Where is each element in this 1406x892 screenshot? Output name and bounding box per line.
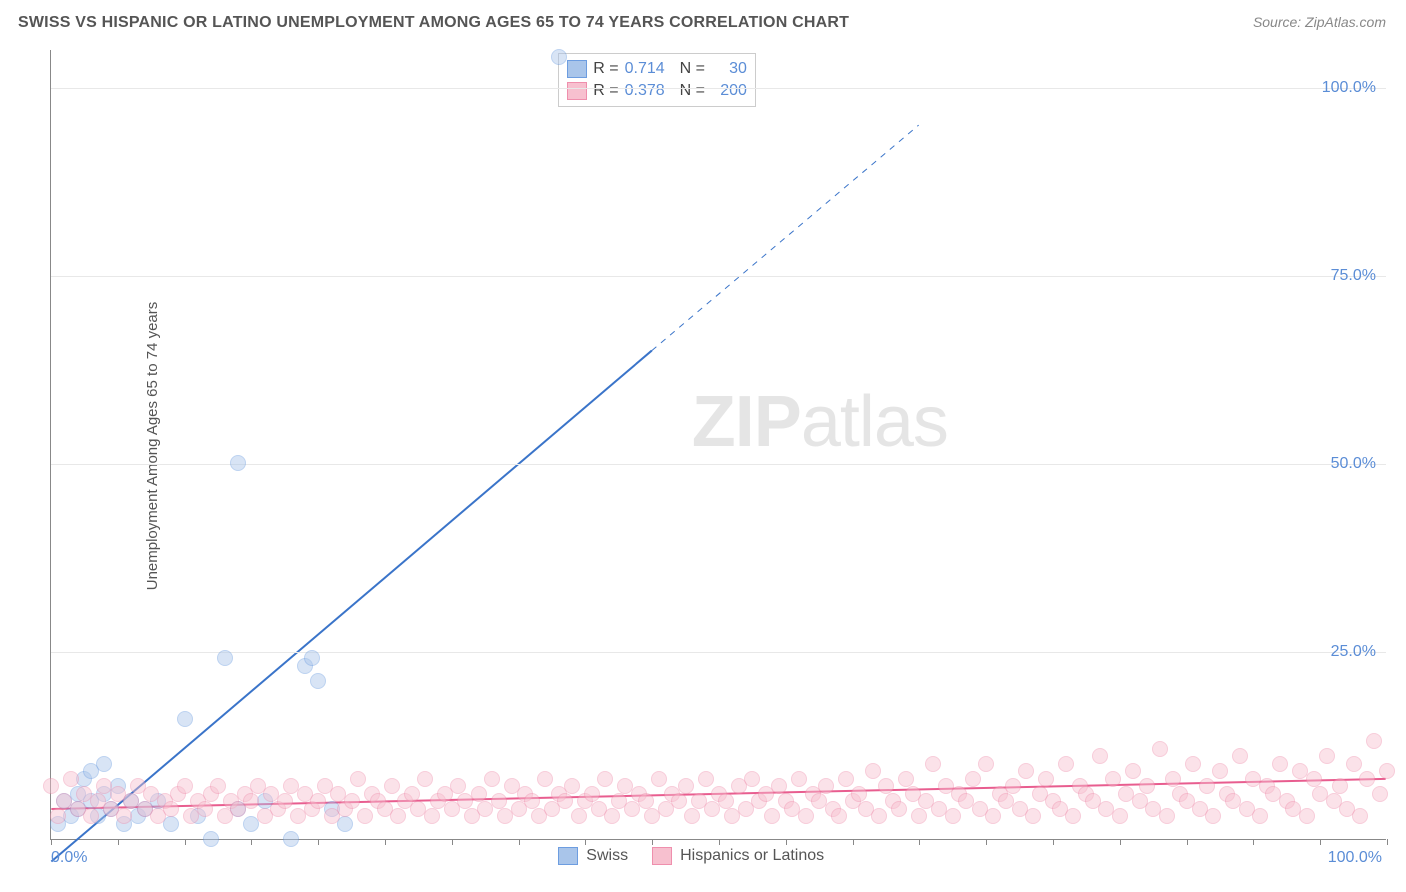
x-tick (519, 839, 520, 845)
x-tick (51, 839, 52, 845)
y-tick-label: 25.0% (1331, 643, 1376, 661)
correlation-legend: R = 0.714 N = 30R = 0.378 N = 200 (558, 53, 756, 107)
x-tick (185, 839, 186, 845)
gridline (51, 276, 1386, 277)
x-tick (118, 839, 119, 845)
gridline (51, 464, 1386, 465)
series-legend: Swiss Hispanics or Latinos (558, 847, 824, 865)
chart-title: SWISS VS HISPANIC OR LATINO UNEMPLOYMENT… (18, 14, 849, 32)
y-tick-label: 75.0% (1331, 267, 1376, 285)
legend-swatch (558, 847, 578, 865)
x-tick (251, 839, 252, 845)
x-tick (1320, 839, 1321, 845)
legend-row: R = 0.714 N = 30 (567, 58, 747, 80)
x-tick (652, 839, 653, 845)
x-tick (1053, 839, 1054, 845)
legend-label: Swiss (586, 847, 628, 865)
regression-line-dashed (652, 125, 919, 350)
legend-r-value: 0.378 (625, 82, 665, 100)
gridline (51, 88, 1386, 89)
legend-row: R = 0.378 N = 200 (567, 80, 747, 102)
legend-n-value: 30 (711, 60, 747, 78)
legend-r-label: R = (593, 82, 618, 100)
x-tick (786, 839, 787, 845)
legend-label: Hispanics or Latinos (680, 847, 824, 865)
regression-line (51, 779, 1385, 809)
x-tick (1387, 839, 1388, 845)
x-tick (585, 839, 586, 845)
regression-line (51, 351, 651, 862)
legend-n-label: N = (671, 60, 705, 78)
legend-swatch (567, 60, 587, 78)
legend-r-value: 0.714 (625, 60, 665, 78)
legend-r-label: R = (593, 60, 618, 78)
legend-item: Hispanics or Latinos (652, 847, 824, 865)
regression-lines (51, 50, 1386, 839)
legend-n-label: N = (671, 82, 705, 100)
x-tick (1120, 839, 1121, 845)
gridline (51, 652, 1386, 653)
plot-area: ZIPatlas R = 0.714 N = 30R = 0.378 N = 2… (50, 50, 1386, 840)
x-tick (719, 839, 720, 845)
x-axis-min-label: 0.0% (51, 849, 87, 867)
x-tick (1253, 839, 1254, 845)
legend-n-value: 200 (711, 82, 747, 100)
x-tick (318, 839, 319, 845)
y-tick-label: 50.0% (1331, 455, 1376, 473)
legend-item: Swiss (558, 847, 628, 865)
x-tick (1187, 839, 1188, 845)
x-tick (986, 839, 987, 845)
x-axis-max-label: 100.0% (1328, 849, 1382, 867)
source-attribution: Source: ZipAtlas.com (1253, 14, 1386, 30)
x-tick (452, 839, 453, 845)
x-tick (919, 839, 920, 845)
y-tick-label: 100.0% (1322, 79, 1376, 97)
x-tick (385, 839, 386, 845)
legend-swatch (567, 82, 587, 100)
x-tick (853, 839, 854, 845)
legend-swatch (652, 847, 672, 865)
